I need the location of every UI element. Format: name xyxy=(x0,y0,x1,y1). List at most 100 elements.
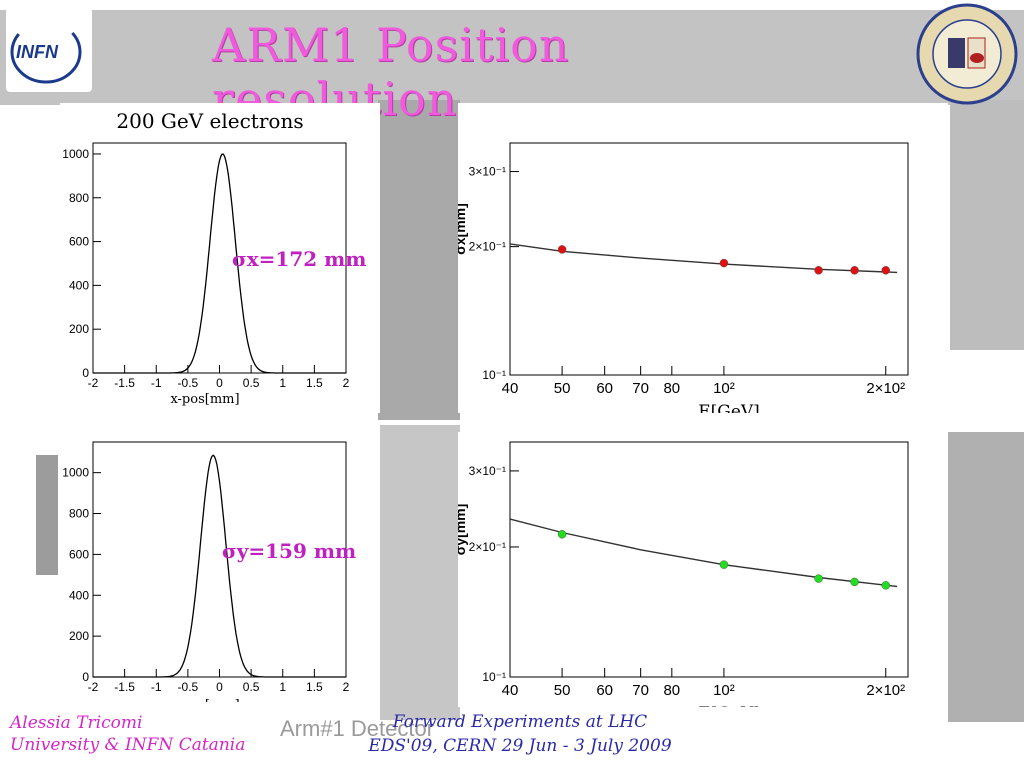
data-point xyxy=(814,574,823,583)
background-photo-top xyxy=(0,10,1024,105)
sigma-x-vs-energy: 40 50 60 70 80 10² 2×10² 10⁻¹ 2×10⁻¹ 3×10⁻¹ E[GeV]… xyxy=(452,142,909,422)
histogram-curve xyxy=(93,153,346,374)
x-tick-label: 2×10² xyxy=(866,682,905,699)
background-photo-bottom-left xyxy=(36,455,58,575)
footer-conference: Forward Experiments at LHC EDS'09, CERN … xyxy=(330,710,710,758)
y-tick-label: 2×10⁻¹ xyxy=(469,240,506,254)
y-tick-label: 10⁻¹ xyxy=(482,368,506,382)
x-tick-label: -2 xyxy=(88,376,99,390)
x-axis-label: x-pos[mm] xyxy=(170,392,239,407)
x-tick-label: 0.5 xyxy=(243,376,260,390)
x-axis-label: y-pos[mm] xyxy=(169,698,239,702)
infn-logo: INFN xyxy=(6,8,92,92)
y-tick-label: 600 xyxy=(69,547,89,561)
data-point xyxy=(557,245,567,254)
x-axis-label: E[GeV] xyxy=(698,402,760,413)
author-name: Alessia Tricomi xyxy=(10,713,143,733)
y-tick-label: 200 xyxy=(69,322,89,336)
y-tick-label: 10⁻¹ xyxy=(482,670,506,684)
x-tick-label: 70 xyxy=(632,380,649,397)
x-tick-label: 1 xyxy=(279,680,286,694)
background-photo-right xyxy=(950,100,1024,350)
y-axis-label: σx[mm] xyxy=(458,203,468,255)
x-tick-label: 0 xyxy=(216,376,223,390)
footer-author: Alessia Tricomi University & INFN Catani… xyxy=(10,712,245,756)
x-tick-label: -0.5 xyxy=(178,680,199,694)
fit-curve xyxy=(509,243,898,274)
x-tick-label: 10² xyxy=(713,682,735,699)
x-tick-label: 50 xyxy=(554,380,571,397)
histogram-curve xyxy=(93,454,346,678)
x-tick-label: 80 xyxy=(663,380,680,397)
background-photo-lower xyxy=(380,425,460,720)
plot-frame xyxy=(509,142,909,376)
x-tick-label: 50 xyxy=(554,682,571,699)
histogram-title: 200 GeV electrons xyxy=(116,109,303,133)
background-photo-bottom-right xyxy=(948,432,1024,722)
x-tick-label: 0.5 xyxy=(243,680,260,694)
y-tick-label: 600 xyxy=(69,235,89,249)
y-tick-label: 0 xyxy=(82,366,89,380)
histogram-y-panel: -2 -1.5 -1 -0.5 0 0.5 1 1.5 2 0 200 400 600 800 1000 y-… xyxy=(34,432,380,713)
x-tick-label: 10² xyxy=(713,380,735,397)
x-tick-label: 1.5 xyxy=(306,680,323,694)
x-tick-label: 0 xyxy=(216,680,223,694)
x-tick-label: -1.5 xyxy=(114,680,135,694)
sigma-x-panel: 40 50 60 70 80 10² 2×10² 10⁻¹ 2×10⁻¹ 3×10⁻¹ E[GeV]… xyxy=(452,103,948,422)
y-tick-label: 400 xyxy=(69,588,89,602)
x-tick-label: 1 xyxy=(279,376,286,390)
data-point xyxy=(557,530,567,539)
x-tick-label: -0.5 xyxy=(178,376,199,390)
sigma-y-panel: 40 50 60 70 80 10² 2×10² 10⁻¹ 2×10⁻¹ 3×10⁻¹ E[GeV]… xyxy=(452,432,948,724)
x-tick-label: -1 xyxy=(151,680,162,694)
background-photo-middle xyxy=(378,100,460,420)
conference-name: Forward Experiments at LHC xyxy=(392,712,648,732)
data-point xyxy=(719,560,729,569)
data-point xyxy=(881,581,890,590)
x-tick-label: 70 xyxy=(632,682,649,699)
x-axis-label: E[GeV] xyxy=(698,704,760,707)
data-point xyxy=(850,577,859,587)
sigma-annotation: σx=172 mm xyxy=(232,247,366,271)
data-point xyxy=(814,266,823,275)
x-tick-label: 40 xyxy=(502,682,519,699)
fit-curve xyxy=(509,518,898,588)
x-tick-label: 2×10² xyxy=(866,380,905,397)
x-tick-label: 2 xyxy=(343,680,350,694)
y-tick-label: 0 xyxy=(82,670,89,684)
y-tick-label: 800 xyxy=(69,507,89,521)
y-tick-label: 1000 xyxy=(62,147,89,161)
y-tick-label: 800 xyxy=(69,191,89,205)
author-affiliation: University & INFN Catania xyxy=(10,735,246,755)
x-tick-label: 60 xyxy=(596,380,613,397)
data-point xyxy=(850,266,859,275)
x-tick-label: 40 xyxy=(502,380,519,397)
y-tick-label: 200 xyxy=(69,629,89,643)
histogram-y: -2 -1.5 -1 -0.5 0 0.5 1 1.5 2 0 200 400 600 800 1000 y-… xyxy=(34,441,356,713)
background-caption: Arm#1 Detector xyxy=(280,716,435,741)
plot-frame xyxy=(509,441,909,678)
sigma-y-vs-energy: 40 50 60 70 80 10² 2×10² 10⁻¹ 2×10⁻¹ 3×10⁻¹ E[GeV]… xyxy=(452,441,909,724)
y-tick-label: 2×10⁻¹ xyxy=(469,540,506,554)
x-tick-label: 1.5 xyxy=(306,376,323,390)
conference-event: EDS'09, CERN 29 Jun - 3 July 2009 xyxy=(368,736,672,756)
data-point xyxy=(719,258,729,268)
y-tick-label: 1000 xyxy=(62,466,89,480)
data-point xyxy=(881,266,890,275)
x-tick-label: -1 xyxy=(151,376,162,390)
histogram-x-panel: -2 -1.5 -1 -0.5 0 0.5 1 1.5 2 0 200 400 600 800 1000 20… xyxy=(34,103,380,413)
infn-logo-text: INFN xyxy=(16,42,59,62)
x-tick-label: 2 xyxy=(343,376,350,390)
x-tick-label: 80 xyxy=(663,682,680,699)
sigma-annotation: σy=159 mm xyxy=(222,539,356,563)
y-axis-label: σy[mm] xyxy=(458,504,468,556)
y-tick-label: 3×10⁻¹ xyxy=(469,464,506,478)
university-seal xyxy=(915,2,1019,106)
histogram-x: -2 -1.5 -1 -0.5 0 0.5 1 1.5 2 0 200 400 600 800 1000 20… xyxy=(34,109,366,407)
x-tick-label: 60 xyxy=(596,682,613,699)
y-tick-label: 400 xyxy=(69,278,89,292)
x-tick-label: -2 xyxy=(88,680,99,694)
x-tick-label: -1.5 xyxy=(114,376,135,390)
plot-frame xyxy=(92,142,347,374)
y-tick-label: 3×10⁻¹ xyxy=(469,165,506,179)
